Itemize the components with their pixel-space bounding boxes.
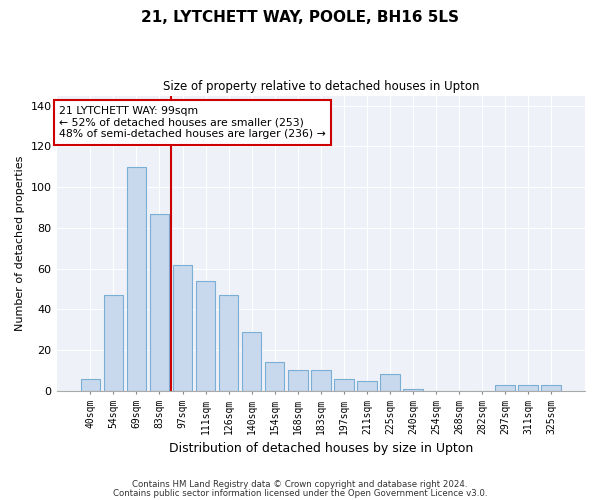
Bar	[149, 214, 169, 391]
Bar	[541, 384, 561, 391]
Text: 21 LYTCHETT WAY: 99sqm
← 52% of detached houses are smaller (253)
48% of semi-de: 21 LYTCHETT WAY: 99sqm ← 52% of detached…	[59, 106, 326, 139]
X-axis label: Distribution of detached houses by size in Upton: Distribution of detached houses by size …	[169, 442, 473, 455]
Text: 21, LYTCHETT WAY, POOLE, BH16 5LS: 21, LYTCHETT WAY, POOLE, BH16 5LS	[141, 10, 459, 25]
Bar	[357, 380, 377, 391]
Bar	[518, 384, 538, 391]
Y-axis label: Number of detached properties: Number of detached properties	[15, 156, 25, 331]
Bar	[80, 378, 100, 391]
Title: Size of property relative to detached houses in Upton: Size of property relative to detached ho…	[163, 80, 479, 93]
Bar	[265, 362, 284, 391]
Bar	[403, 388, 423, 391]
Text: Contains HM Land Registry data © Crown copyright and database right 2024.: Contains HM Land Registry data © Crown c…	[132, 480, 468, 489]
Bar	[104, 295, 123, 391]
Bar	[219, 295, 238, 391]
Bar	[127, 167, 146, 391]
Bar	[196, 281, 215, 391]
Bar	[242, 332, 262, 391]
Bar	[288, 370, 308, 391]
Bar	[380, 374, 400, 391]
Text: Contains public sector information licensed under the Open Government Licence v3: Contains public sector information licen…	[113, 488, 487, 498]
Bar	[334, 378, 353, 391]
Bar	[173, 264, 193, 391]
Bar	[311, 370, 331, 391]
Bar	[496, 384, 515, 391]
